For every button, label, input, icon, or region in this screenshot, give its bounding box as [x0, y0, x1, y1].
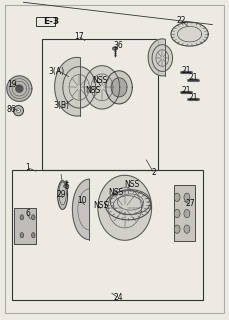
Polygon shape [98, 175, 152, 240]
Polygon shape [16, 85, 23, 92]
Text: 19: 19 [7, 80, 16, 89]
Text: NSS: NSS [125, 180, 140, 189]
Circle shape [20, 233, 24, 238]
Text: 27: 27 [186, 199, 196, 208]
Bar [174, 186, 195, 241]
Text: NSS: NSS [93, 201, 108, 210]
Polygon shape [111, 78, 127, 97]
Bar [12, 170, 203, 300]
Circle shape [20, 215, 24, 220]
Circle shape [174, 225, 180, 233]
Polygon shape [84, 66, 120, 109]
Polygon shape [171, 22, 208, 46]
Polygon shape [152, 45, 172, 71]
Circle shape [184, 193, 190, 201]
Text: 17: 17 [74, 32, 84, 41]
Bar [14, 208, 36, 244]
Text: 21: 21 [189, 93, 199, 102]
Text: 24: 24 [113, 293, 123, 302]
Text: 3(A): 3(A) [48, 67, 65, 76]
Bar [36, 17, 55, 26]
Circle shape [184, 225, 190, 233]
Text: NSS: NSS [109, 188, 124, 197]
Text: 29: 29 [57, 190, 66, 199]
Polygon shape [16, 109, 21, 113]
Polygon shape [64, 185, 67, 188]
Polygon shape [59, 182, 66, 205]
Polygon shape [105, 191, 151, 220]
Polygon shape [7, 76, 32, 101]
Text: NSS: NSS [85, 86, 101, 95]
Polygon shape [55, 57, 80, 116]
Text: 21: 21 [189, 73, 199, 82]
Text: 10: 10 [77, 196, 87, 205]
Circle shape [174, 193, 180, 201]
Text: E-3: E-3 [43, 17, 59, 26]
Text: 3(B): 3(B) [54, 101, 70, 110]
Polygon shape [63, 67, 96, 108]
Circle shape [174, 209, 180, 218]
Polygon shape [148, 39, 164, 76]
Polygon shape [113, 47, 117, 50]
Text: 21: 21 [181, 66, 191, 75]
Circle shape [31, 233, 35, 238]
Polygon shape [106, 71, 132, 104]
Text: 6: 6 [25, 209, 30, 218]
Circle shape [31, 215, 35, 220]
Bar [42, 39, 158, 170]
Polygon shape [14, 106, 23, 116]
Text: 86: 86 [7, 105, 16, 114]
Text: NSS: NSS [92, 76, 107, 85]
Text: 2: 2 [152, 168, 157, 177]
Polygon shape [72, 179, 90, 240]
Text: 1: 1 [25, 163, 30, 172]
Text: 36: 36 [113, 41, 123, 51]
Text: 5: 5 [65, 182, 70, 191]
Text: 21: 21 [181, 86, 191, 95]
Text: 22: 22 [177, 16, 186, 25]
Polygon shape [58, 181, 68, 209]
Circle shape [184, 209, 190, 218]
